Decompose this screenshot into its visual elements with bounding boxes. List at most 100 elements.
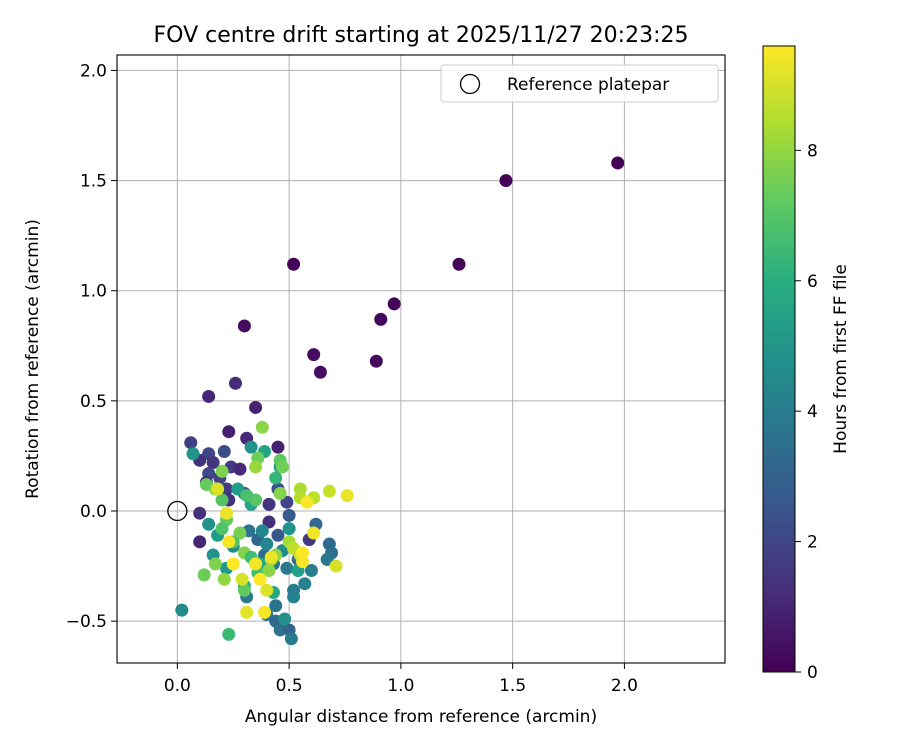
data-point	[186, 447, 200, 461]
data-points	[175, 156, 625, 646]
data-point	[233, 526, 247, 540]
data-point	[329, 559, 343, 573]
legend-box	[440, 64, 719, 103]
y-axis-label: Rotation from reference (arcmin)	[23, 219, 43, 499]
data-point	[271, 440, 285, 454]
data-point	[269, 599, 283, 613]
x-tick-label: 1.0	[387, 676, 414, 696]
y-axis-ticks: −0.5 0.0 0.5 1.0 1.5 2.0	[66, 61, 117, 632]
y-tick-label: 0.5	[80, 392, 107, 412]
data-point	[280, 561, 294, 575]
colorbar-tick-label: 8	[807, 141, 818, 161]
x-tick-label: 1.5	[499, 676, 526, 696]
legend-label: Reference platepar	[507, 75, 669, 95]
data-point	[273, 486, 287, 500]
data-point	[262, 515, 276, 529]
data-point	[296, 555, 310, 569]
x-axis-label: Angular distance from reference (arcmin)	[245, 707, 597, 727]
data-point	[304, 563, 318, 577]
data-point	[193, 506, 207, 520]
data-point	[206, 456, 220, 470]
data-point	[249, 557, 263, 571]
data-point	[249, 460, 263, 474]
data-point	[374, 312, 388, 326]
y-tick-label: 1.5	[80, 172, 107, 192]
data-point	[260, 537, 274, 551]
data-point	[255, 524, 269, 538]
data-point	[240, 605, 254, 619]
data-point	[235, 572, 249, 586]
data-point	[271, 528, 285, 542]
data-point	[275, 460, 289, 474]
data-point	[233, 462, 247, 476]
data-point	[322, 484, 336, 498]
data-point	[387, 297, 401, 311]
data-point	[184, 436, 198, 450]
data-point	[244, 440, 258, 454]
data-point	[262, 563, 276, 577]
data-point	[215, 522, 229, 536]
grid-lines	[117, 55, 725, 663]
y-tick-label: 1.0	[80, 282, 107, 302]
data-point	[237, 319, 251, 333]
data-point	[215, 464, 229, 478]
colorbar-tick-label: 2	[807, 533, 818, 553]
data-point	[262, 497, 276, 511]
data-point	[228, 376, 242, 390]
x-tick-label: 2.0	[611, 676, 638, 696]
data-point	[197, 568, 211, 582]
data-point	[340, 489, 354, 503]
y-tick-label: 2.0	[80, 61, 107, 81]
data-point	[193, 535, 207, 549]
data-point	[237, 583, 251, 597]
data-point	[220, 506, 234, 520]
data-point	[298, 577, 312, 591]
data-point	[287, 590, 301, 604]
data-point	[320, 552, 334, 566]
data-point	[222, 627, 236, 641]
data-point	[307, 348, 321, 362]
data-point	[282, 508, 296, 522]
data-point	[249, 400, 263, 414]
data-point	[307, 526, 321, 540]
data-point	[611, 156, 625, 170]
data-point	[222, 535, 236, 549]
colorbar-tick-label: 6	[807, 272, 818, 292]
legend: Reference platepar	[440, 64, 719, 103]
data-point	[269, 471, 283, 485]
data-point	[215, 493, 229, 507]
data-point	[280, 495, 294, 509]
x-tick-label: 0.0	[164, 676, 191, 696]
data-point	[300, 495, 314, 509]
data-point	[260, 583, 274, 597]
colorbar	[762, 45, 796, 673]
data-point	[202, 517, 216, 531]
reference-point-marker	[167, 500, 188, 522]
data-point	[208, 557, 222, 571]
data-point	[273, 623, 287, 637]
legend-marker-icon	[459, 73, 481, 95]
data-point	[287, 257, 301, 271]
data-point	[278, 612, 292, 626]
data-point	[220, 482, 234, 496]
data-point	[313, 365, 327, 379]
data-point	[222, 425, 236, 439]
colorbar-label: Hours from first FF file	[831, 264, 851, 454]
x-axis-ticks: 0.0 0.5 1.0 1.5 2.0	[164, 663, 638, 696]
data-point	[217, 572, 231, 586]
data-point	[264, 550, 278, 564]
y-tick-label: 0.0	[80, 502, 107, 522]
data-point	[211, 482, 225, 496]
data-point	[284, 632, 298, 646]
chart-title: FOV centre drift starting at 2025/11/27 …	[154, 23, 689, 48]
data-point	[369, 354, 383, 368]
data-point	[240, 489, 254, 503]
colorbar-ticks: 0 2 4 6 8	[795, 141, 818, 683]
data-point	[255, 420, 269, 434]
data-point	[499, 174, 513, 188]
data-point	[226, 557, 240, 571]
data-point	[258, 605, 272, 619]
data-point	[231, 482, 245, 496]
plot-frame	[116, 54, 726, 664]
data-point	[217, 445, 231, 459]
